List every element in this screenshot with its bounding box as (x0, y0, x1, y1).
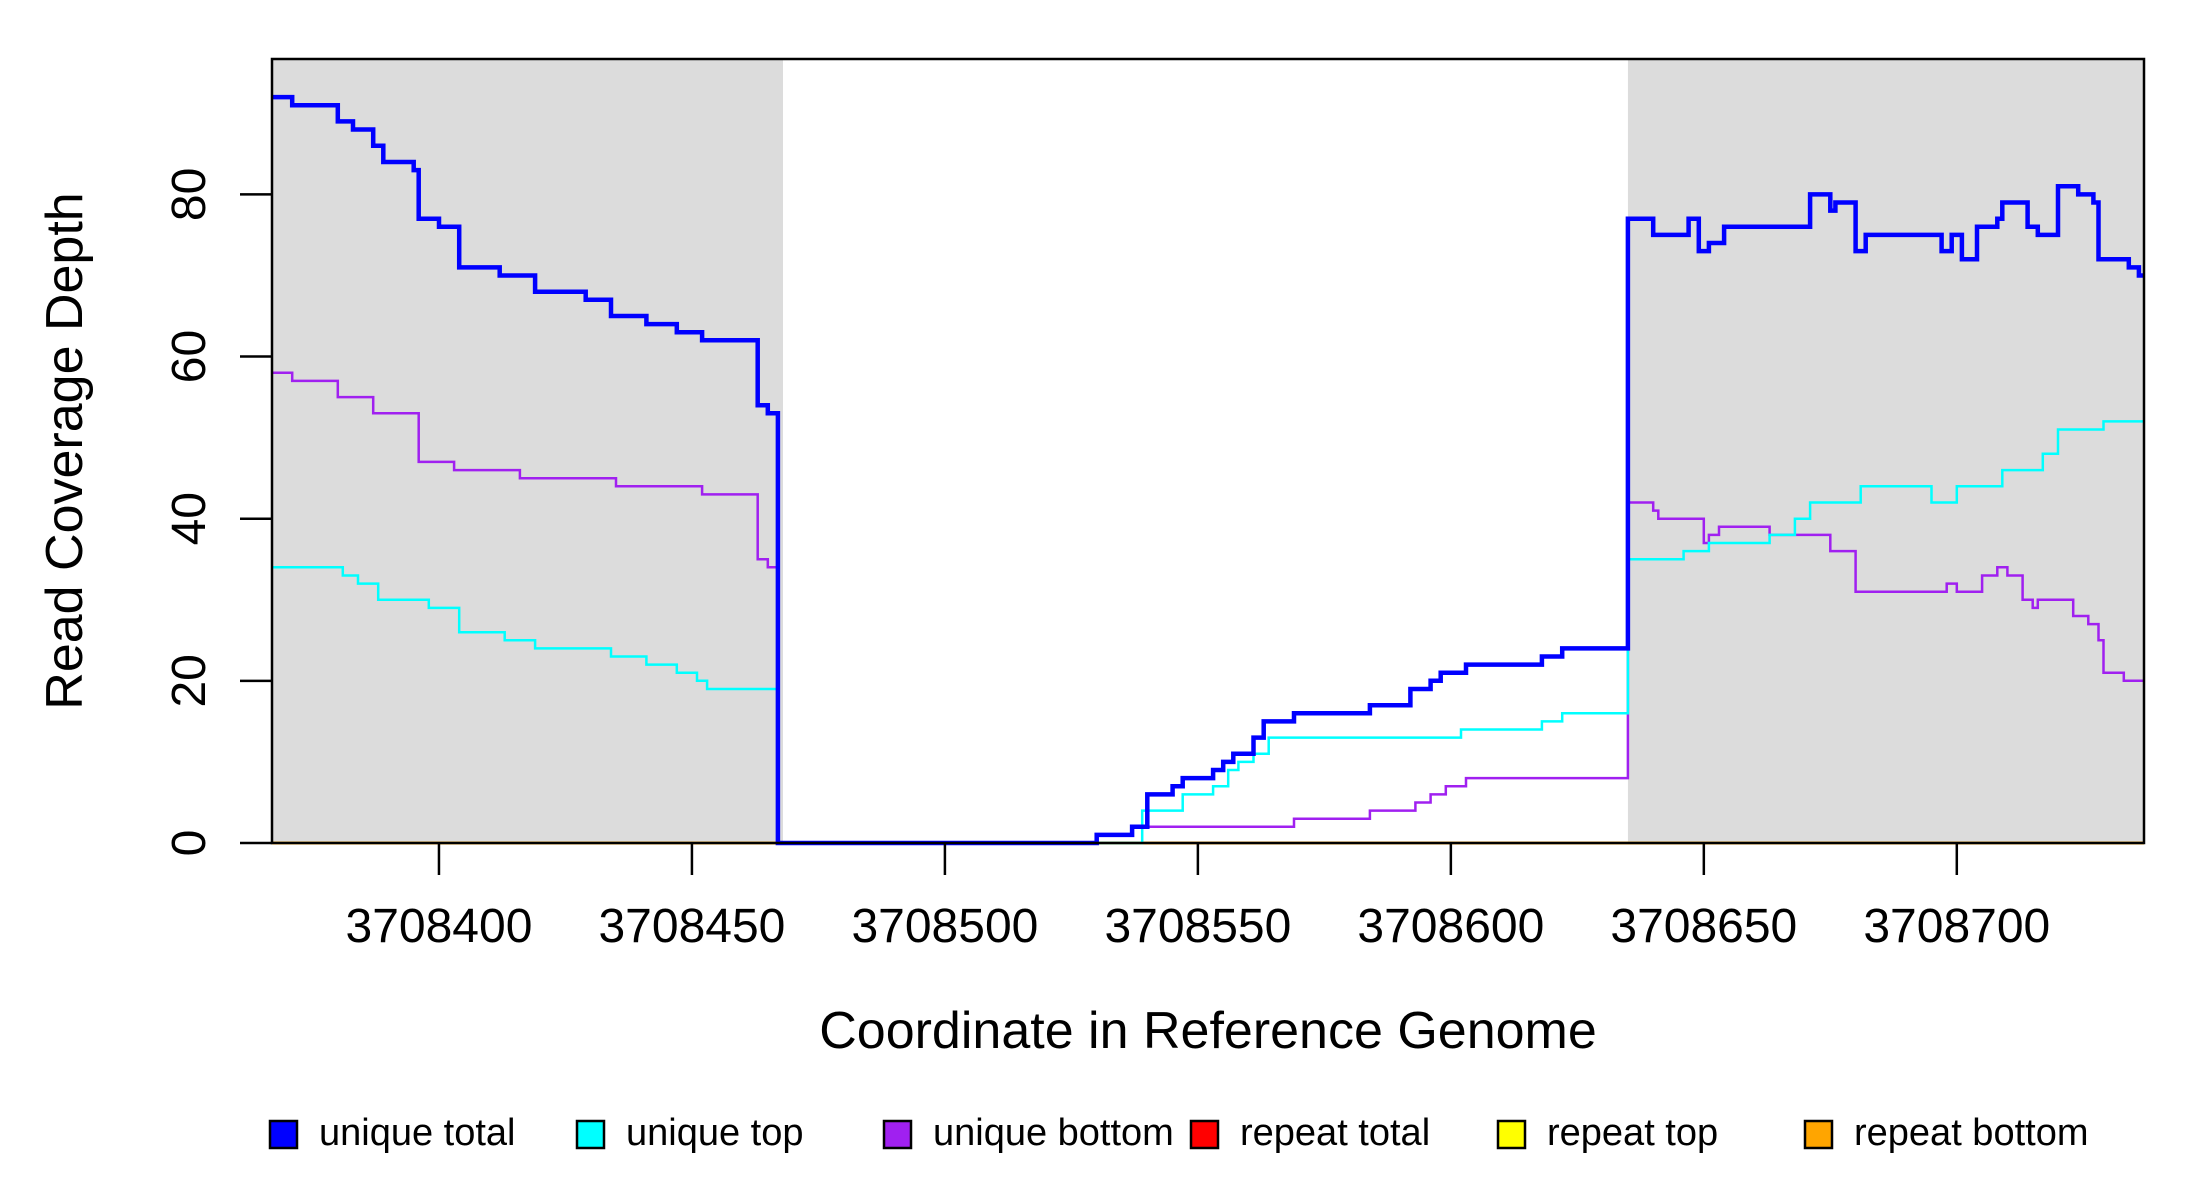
legend-swatch-unique-total (268, 1119, 299, 1150)
y-tick-label: 20 (163, 654, 216, 707)
legend-item-repeat-bottom: repeat bottom (1803, 1112, 2088, 1154)
legend-item-repeat-total: repeat total (1189, 1112, 1430, 1154)
legend-label: repeat bottom (1854, 1112, 2088, 1154)
x-tick-label: 3708400 (346, 900, 533, 953)
y-tick-label: 40 (163, 492, 216, 545)
shaded-region-right-repeat-flank (1627, 59, 2144, 843)
x-tick-label: 3708650 (1610, 900, 1797, 953)
legend-swatch-unique-top (575, 1119, 606, 1150)
y-tick-label: 60 (163, 330, 216, 383)
legend-swatch-repeat-top (1496, 1119, 1527, 1150)
legend-item-unique-bottom: unique bottom (882, 1112, 1174, 1154)
legend-label: repeat top (1547, 1112, 1718, 1154)
legend-swatch-unique-bottom (882, 1119, 913, 1150)
y-axis-ticks: 0 20 40 60 80 (163, 168, 272, 857)
legend-swatch-repeat-total (1189, 1119, 1220, 1150)
legend-item-unique-total: unique total (268, 1112, 516, 1154)
series-line-unique-total (272, 94, 2144, 846)
legend-item-repeat-top: repeat top (1496, 1112, 1718, 1154)
x-tick-label: 3708700 (1863, 900, 2050, 953)
y-tick-label: 80 (163, 168, 216, 221)
y-tick-label: 0 (163, 830, 216, 857)
x-tick-label: 3708450 (598, 900, 785, 953)
plot-border-box (270, 57, 2146, 845)
x-tick-label: 3708500 (851, 900, 1038, 953)
y-axis-title: Read Coverage Depth (36, 192, 94, 709)
x-tick-label: 3708550 (1104, 900, 1291, 953)
legend-label: repeat total (1240, 1112, 1430, 1154)
legend-label: unique top (626, 1112, 804, 1154)
series-line-unique-bottom (272, 371, 2144, 845)
series-line-unique-top (272, 420, 2144, 845)
legend-item-unique-top: unique top (575, 1112, 804, 1154)
chart-legend: unique total unique top unique bottom repea… (268, 1112, 2088, 1154)
shaded-repeat-regions (272, 59, 2144, 843)
legend-swatch-repeat-bottom (1803, 1119, 1834, 1150)
x-axis-title: Coordinate in Reference Genome (819, 1002, 1597, 1060)
legend-label: unique total (319, 1112, 516, 1154)
x-axis-ticks: 3708400 3708450 3708500 3708550 3708600 37086… (346, 843, 2050, 953)
shaded-region-left-repeat-flank (272, 59, 784, 843)
x-tick-label: 3708600 (1357, 900, 1544, 953)
legend-label: unique bottom (933, 1112, 1174, 1154)
